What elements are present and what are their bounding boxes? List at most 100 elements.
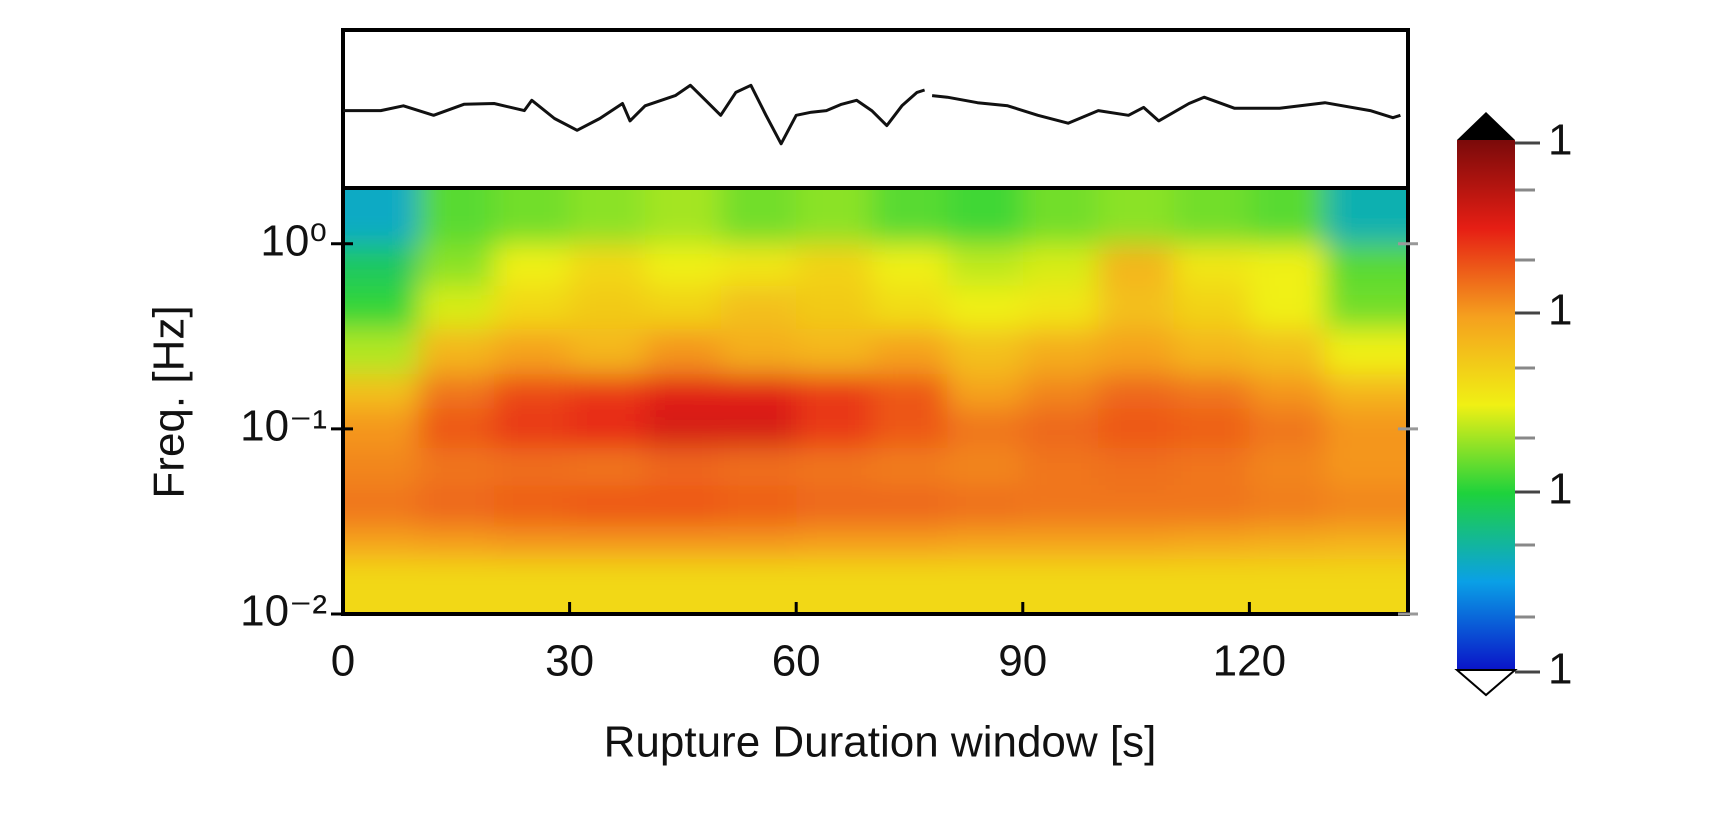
heatmap-cell — [494, 243, 571, 286]
heatmap-cell — [1022, 407, 1100, 448]
heatmap-cell — [947, 558, 1024, 614]
heatmap-cell — [1324, 407, 1408, 448]
heatmap-cell — [418, 407, 496, 448]
heatmap-cell — [720, 407, 798, 448]
heatmap-cell — [1324, 284, 1408, 330]
heatmap-cell — [720, 484, 798, 527]
heatmap-cell — [1249, 373, 1326, 409]
waveform — [343, 83, 1401, 146]
heatmap-cell — [871, 328, 949, 375]
heatmap-cell — [569, 188, 647, 245]
heatmap-cell — [569, 243, 647, 286]
heatmap-cell — [947, 525, 1024, 560]
heatmap-cell — [494, 373, 571, 409]
heatmap-cell — [947, 373, 1024, 409]
heatmap-cell — [947, 284, 1024, 330]
heatmap-cell — [871, 446, 949, 486]
colorbar-body — [1457, 140, 1515, 670]
heatmap-cell — [1249, 558, 1326, 614]
y-tick-label: 10⁰ — [260, 216, 327, 265]
heatmap-cell — [569, 407, 647, 448]
y-axis-label: Freq. [Hz] — [145, 305, 194, 498]
heatmap-cell — [1324, 328, 1408, 375]
heatmap-cell — [418, 558, 496, 614]
heatmap-cell — [1098, 373, 1175, 409]
heatmap-cell — [1249, 525, 1326, 560]
heatmap-cell — [569, 525, 647, 560]
heatmap-cell — [343, 284, 420, 330]
heatmap-cell — [871, 373, 949, 409]
x-tick-label: 60 — [772, 637, 821, 686]
heatmap-cell — [1022, 558, 1100, 614]
colorbar-top-arrow — [1457, 112, 1515, 140]
heatmap-cell — [569, 284, 647, 330]
heatmap-cell — [418, 243, 496, 286]
heatmap-cell — [1022, 484, 1100, 527]
heatmap-cell — [343, 328, 420, 375]
heatmap-cell — [645, 284, 722, 330]
heatmap-cell — [947, 484, 1024, 527]
heatmap-cell — [871, 407, 949, 448]
heatmap-cell — [871, 243, 949, 286]
heatmap-cell — [645, 558, 722, 614]
heatmap-cell — [1098, 525, 1175, 560]
x-tick-label: 0 — [331, 637, 355, 686]
heatmap-cell — [1098, 446, 1175, 486]
heatmap-cell — [947, 407, 1024, 448]
heatmap-cell — [720, 188, 798, 245]
heatmap-cell — [494, 446, 571, 486]
heatmap-cell — [947, 446, 1024, 486]
heatmap-cell — [871, 558, 949, 614]
heatmap-cell — [871, 284, 949, 330]
heatmap-cell — [1249, 243, 1326, 286]
heatmap-cell — [720, 243, 798, 286]
heatmap-cell — [796, 243, 873, 286]
heatmap-cell — [343, 446, 420, 486]
heatmap-cell — [1022, 284, 1100, 330]
heatmap-cell — [418, 284, 496, 330]
heatmap-cell — [1173, 373, 1251, 409]
heatmap-cell — [343, 243, 420, 286]
heatmap-cell — [569, 558, 647, 614]
heatmap-cell — [1173, 284, 1251, 330]
colorbar-tick-label: 1 — [1548, 116, 1572, 165]
x-tick-label: 30 — [545, 637, 594, 686]
heatmap-cell — [494, 407, 571, 448]
heatmap-cell — [1098, 284, 1175, 330]
heatmap-cell — [1324, 188, 1408, 245]
heatmap-cell — [1022, 188, 1100, 245]
heatmap-cell — [796, 373, 873, 409]
heatmap-cell — [796, 328, 873, 375]
y-tick-label: 10⁻² — [240, 587, 327, 636]
heatmap-cell — [796, 484, 873, 527]
heatmap-cell — [645, 525, 722, 560]
heatmap-cell — [418, 373, 496, 409]
heatmap-cell — [1249, 407, 1326, 448]
heatmap-cell — [1324, 558, 1408, 614]
x-tick-label: 90 — [998, 637, 1047, 686]
heatmap-cell — [1173, 328, 1251, 375]
heatmap-cell — [1249, 328, 1326, 375]
heatmap-cell — [1249, 484, 1326, 527]
heatmap-cell — [494, 188, 571, 245]
heatmap-cell — [343, 373, 420, 409]
heatmap-cell — [1324, 484, 1408, 527]
heatmap-cell — [1173, 407, 1251, 448]
heatmap-cell — [1022, 328, 1100, 375]
colorbar-bottom-arrow — [1454, 669, 1518, 697]
heatmap-cell — [1098, 328, 1175, 375]
heatmap-cell — [1022, 373, 1100, 409]
heatmap-cell — [1098, 407, 1175, 448]
heatmap-cell — [1173, 558, 1251, 614]
heatmap — [343, 188, 1408, 614]
heatmap-cell — [871, 188, 949, 245]
heatmap-cell — [1173, 188, 1251, 245]
heatmap-cell — [1098, 558, 1175, 614]
heatmap-cell — [796, 446, 873, 486]
heatmap-cell — [494, 558, 571, 614]
colorbar-tick-label: 1 — [1548, 286, 1572, 335]
heatmap-cell — [1022, 525, 1100, 560]
heatmap-cell — [343, 188, 420, 245]
heatmap-cell — [418, 525, 496, 560]
